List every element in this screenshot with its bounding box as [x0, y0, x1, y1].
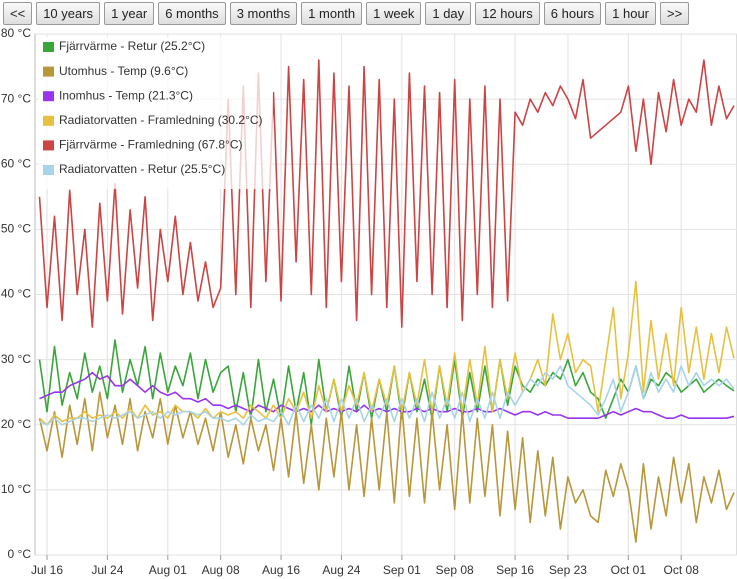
legend-label: Radiatorvatten - Retur (25.5°C)	[59, 162, 225, 176]
range-button[interactable]: 1 week	[366, 2, 422, 25]
range-button[interactable]: 6 hours	[543, 2, 602, 25]
legend-label: Inomhus - Temp (21.3°C)	[59, 88, 193, 102]
range-button[interactable]: 12 hours	[475, 2, 540, 25]
y-tick-label: 70 °C	[1, 91, 31, 105]
legend-box	[38, 37, 273, 189]
y-tick-label: 20 °C	[1, 417, 31, 431]
x-tick-label: Sep 16	[496, 563, 534, 577]
y-tick-label: 0 °C	[8, 547, 32, 561]
legend-label: Radiatorvatten - Framledning (30.2°C)	[59, 113, 263, 127]
legend-swatch	[43, 115, 54, 126]
legend-label: Fjärrvärme - Framledning (67.8°C)	[59, 138, 243, 152]
y-tick-label: 60 °C	[1, 156, 31, 170]
range-button[interactable]: 1 day	[425, 2, 472, 25]
legend-swatch	[43, 66, 54, 77]
range-buttons: << 10 years 1 year 6 months 3 months 1 month 1…	[3, 2, 690, 25]
x-tick-label: Sep 01	[383, 563, 421, 577]
series-line	[38, 59, 735, 328]
range-button[interactable]: 1 hour	[605, 2, 657, 25]
x-tick-label: Sep 23	[549, 563, 587, 577]
legend-swatch	[43, 165, 54, 175]
y-tick-label: 10 °C	[1, 482, 31, 496]
x-tick-label: Aug 08	[202, 563, 240, 577]
range-button[interactable]: <<	[3, 2, 33, 25]
range-button[interactable]: >>	[660, 2, 690, 25]
y-tick-label: 30 °C	[1, 352, 31, 366]
x-tick-label: Aug 24	[322, 563, 360, 577]
range-button[interactable]: 1 month	[301, 2, 363, 25]
range-button[interactable]: 3 months	[229, 2, 298, 25]
y-tick-label: 50 °C	[1, 222, 31, 236]
legend-swatch	[43, 91, 54, 102]
x-tick-label: Sep 08	[436, 563, 474, 577]
range-button[interactable]: 6 months	[158, 2, 226, 25]
legend-label: Utomhus - Temp (9.6°C)	[59, 64, 188, 78]
x-tick-label: Jul 16	[31, 563, 63, 577]
legend-swatch	[43, 140, 54, 151]
y-tick-label: 80 °C	[1, 26, 31, 40]
x-tick-label: Aug 16	[262, 563, 300, 577]
series-line	[39, 365, 735, 426]
x-tick-label: Oct 08	[664, 563, 700, 577]
legend-label: Fjärrvärme - Retur (25.2°C)	[59, 39, 205, 53]
range-button[interactable]: 10 years	[36, 2, 101, 25]
legend-swatch	[43, 42, 54, 52]
legend: Fjärrvärme - Retur (25.2°C) Utomhus - Tem…	[38, 37, 273, 189]
y-tick-label: 40 °C	[1, 287, 31, 301]
x-tick-label: Aug 01	[149, 563, 187, 577]
x-tick-label: Jul 24	[91, 563, 123, 577]
x-tick-label: Oct 01	[611, 563, 647, 577]
series-line	[39, 371, 735, 419]
range-button[interactable]: 1 year	[104, 2, 155, 25]
